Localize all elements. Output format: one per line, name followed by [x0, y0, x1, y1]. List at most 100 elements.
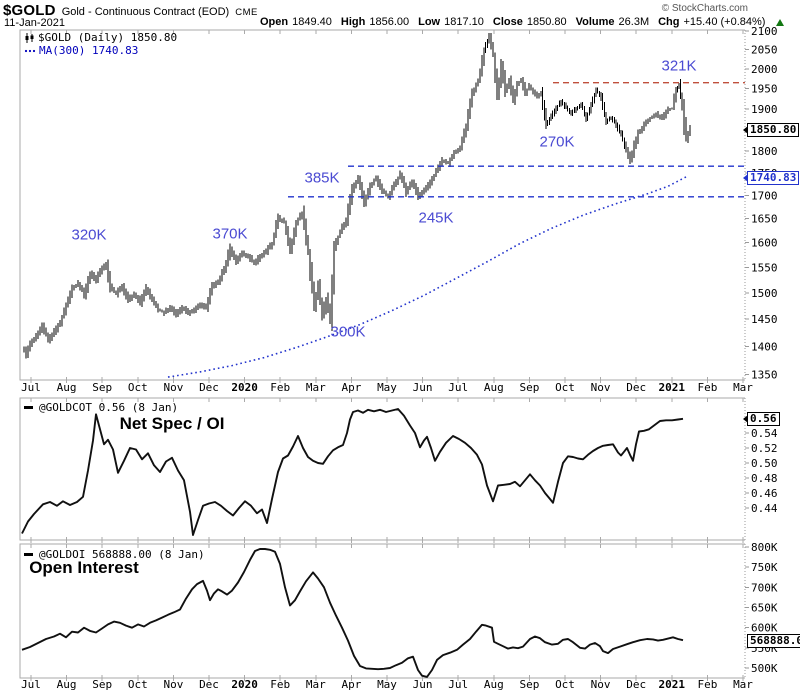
x-axis-month-label: Mar — [306, 678, 326, 691]
x-axis-month-label: Sep — [92, 381, 112, 394]
ma-legend-label: MA(300) 1740.83 — [39, 44, 139, 57]
y-axis-label: 1950 — [751, 83, 778, 96]
chart-annotation-270k: 270K — [539, 133, 575, 151]
quote-item-low: Low 1817.10 — [418, 16, 484, 28]
y-axis-label: 1650 — [751, 213, 778, 226]
cot-note: Net Spec / OI — [119, 414, 225, 433]
y-axis-label: 1450 — [751, 313, 778, 326]
candlestick-icon — [25, 32, 34, 43]
x-axis-month-label: Jul — [448, 678, 468, 691]
y-axis-label: 1600 — [751, 237, 778, 250]
cot-legend-label: @GOLDCOT 0.56 (8 Jan) — [39, 401, 179, 414]
quote-item-high: High 1856.00 — [340, 16, 410, 28]
x-axis-month-label: Dec — [199, 678, 219, 691]
main-y-axis: 2100205020001950190018501800175017001650… — [745, 25, 778, 382]
line-swatch-icon — [24, 553, 33, 556]
y-axis-label: 2100 — [751, 25, 778, 38]
y-axis-label: 1550 — [751, 261, 778, 274]
ma-legend-row: MA(300) 1740.83 — [24, 44, 177, 57]
oi-x-axis: Jul Aug Sep Oct Nov Dec 2020 Feb Mar Apr May Jun Jul… — [21, 678, 753, 691]
main-price-panel — [19, 29, 746, 383]
exchange-label: CME — [235, 7, 258, 18]
x-axis-month-label: Mar — [306, 381, 326, 394]
y-axis-label: 0.48 — [751, 472, 778, 485]
y-axis-label: 800K — [751, 541, 778, 554]
y-axis-label: 1500 — [751, 287, 778, 300]
x-axis-month-label: Jul — [21, 678, 41, 691]
y-axis-label: 1400 — [751, 340, 778, 353]
goldcot-line — [21, 408, 684, 536]
trend-lines — [288, 82, 745, 198]
y-axis-label: 1800 — [751, 145, 778, 158]
x-axis-month-label: Dec — [626, 381, 646, 394]
x-axis-month-label: Oct — [555, 381, 575, 394]
quote-item-close: Close 1850.80 — [492, 16, 567, 28]
x-axis-month-label: Jul — [21, 381, 41, 394]
x-axis-month-label: Mar — [733, 678, 753, 691]
ma-series — [167, 176, 687, 378]
main-x-axis: Jul Aug Sep Oct Nov Dec 2020 Feb Mar Apr May Jun Jul… — [21, 381, 753, 394]
x-axis-month-label: Sep — [92, 678, 112, 691]
ma-dotted-swatch-icon — [24, 49, 36, 52]
x-axis-month-label: Aug — [57, 381, 77, 394]
ma-value-tag: 1740.83 — [742, 171, 800, 185]
chart-annotation-320k: 320K — [71, 226, 107, 244]
symbol-title: $GOLD — [3, 2, 56, 19]
y-axis-label: 1900 — [751, 103, 778, 116]
x-axis-month-label: May — [377, 678, 397, 691]
last-price-tag: 1850.80 — [742, 123, 800, 137]
x-axis-month-label: Nov — [163, 678, 183, 691]
x-axis-month-label: Sep — [519, 381, 539, 394]
x-axis-month-label: Aug — [484, 678, 504, 691]
chart-annotation-321k: 321K — [661, 57, 697, 75]
chart-annotation-370k: 370K — [212, 225, 248, 243]
x-axis-month-label: Sep — [519, 678, 539, 691]
price-legend-row: $GOLD (Daily) 1850.80 — [24, 31, 177, 44]
net-spec-oi-panel — [19, 397, 746, 543]
x-axis-month-label: Feb — [697, 678, 717, 691]
y-axis-label: 2050 — [751, 44, 778, 57]
ma-line — [167, 176, 687, 378]
cot-legend: @GOLDCOT 0.56 (8 Jan) — [24, 401, 178, 414]
y-axis-label: 0.50 — [751, 457, 778, 470]
x-axis-month-label: Aug — [484, 381, 504, 394]
x-axis-month-label: 2021 — [659, 678, 686, 691]
x-axis-month-label: May — [377, 381, 397, 394]
x-axis-month-label: 2020 — [231, 381, 258, 394]
symbol-description: Gold - Continuous Contract (EOD) — [61, 6, 230, 18]
y-axis-label: 0.54 — [751, 427, 778, 440]
x-axis-month-label: Jun — [413, 381, 433, 394]
oi-legend: @GOLDOI 568888.00 (8 Jan) — [24, 548, 205, 561]
quote-item-chg: Chg +15.40 (+0.84%) — [658, 16, 766, 28]
x-axis-month-label: Mar — [733, 381, 753, 394]
y-axis-label: 2000 — [751, 63, 778, 76]
x-axis-month-label: Feb — [697, 381, 717, 394]
x-axis-month-label: Dec — [199, 381, 219, 394]
quote-item-open: Open 1849.40 — [260, 16, 332, 28]
x-axis-month-label: Aug — [57, 678, 77, 691]
x-axis-month-label: Nov — [591, 381, 611, 394]
y-axis-label: 600K — [751, 622, 778, 635]
cot-value-tag: 0.56 — [743, 412, 780, 426]
x-axis-month-label: Nov — [163, 381, 183, 394]
chart-annotation-245k: 245K — [418, 209, 454, 227]
x-axis-month-label: 2020 — [231, 678, 258, 691]
x-axis-month-label: Oct — [128, 381, 148, 394]
x-axis-month-label: Oct — [555, 678, 575, 691]
cot-y-axis: 0.560.54 0.52 0.50 0.48 0.46 0.44 — [745, 412, 778, 515]
x-axis-month-label: Nov — [591, 678, 611, 691]
y-axis-label: 750K — [751, 561, 778, 574]
x-axis-month-label: Feb — [270, 381, 290, 394]
quote-item-volume: Volume 26.3M — [575, 16, 650, 28]
ohlc-bars — [23, 33, 691, 359]
oi-legend-label: @GOLDOI 568888.00 (8 Jan) — [39, 548, 205, 561]
candlestick-series — [23, 33, 691, 359]
x-axis-month-label: Apr — [341, 381, 361, 394]
x-axis-month-label: 2021 — [659, 381, 686, 394]
y-axis-label: 500K — [751, 662, 778, 675]
title-row: $GOLD Gold - Continuous Contract (EOD) C… — [3, 2, 258, 19]
line-swatch-icon — [24, 406, 33, 409]
